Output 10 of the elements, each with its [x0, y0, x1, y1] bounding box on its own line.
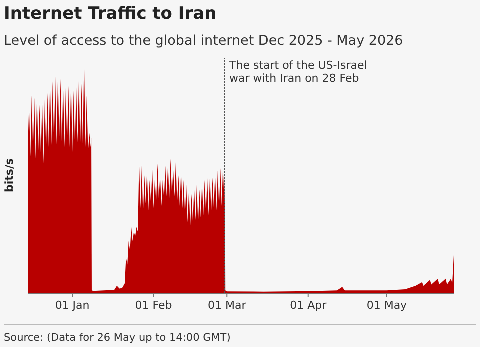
- x-tick-label: 01 Apr: [290, 299, 328, 312]
- chart-subtitle: Level of access to the global internet Dec 2025 - May 2026: [4, 33, 404, 49]
- x-tick-label: 01 Jan: [55, 299, 90, 312]
- y-axis-title: bits/s: [3, 158, 16, 193]
- x-tick-label: 01 Feb: [135, 299, 172, 312]
- ref-line-label: The start of the US-Israel war with Iran on 28 Feb: [228, 59, 368, 85]
- x-tick-label: 01 May: [366, 299, 408, 312]
- x-tick-label: 01 Mar: [208, 299, 247, 312]
- source-note: Source: (Data for 26 May up to 14:00 GMT): [4, 332, 231, 344]
- chart-title: Internet Traffic to Iran: [4, 4, 217, 24]
